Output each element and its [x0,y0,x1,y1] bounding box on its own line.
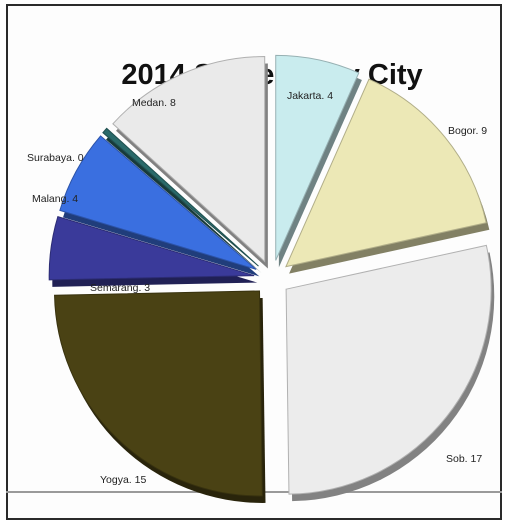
slice-label-bogor: Bogor. 9 [448,125,487,137]
pie-slice-jakarta [275,54,360,261]
slice-label-yogya: Yogya. 15 [100,474,146,486]
slice-label-malang: Malang. 4 [32,193,78,205]
pie-slice-sob [285,244,492,495]
pie-slice-surabaya [102,127,259,267]
pie-slice-semarang [48,215,255,281]
pie-slice-shadow-surabaya [106,135,262,274]
slice-label-medan: Medan. 8 [132,97,176,109]
slice-label-semarang: Semarang. 3 [90,282,150,294]
slice-label-surabaya: Surabaya. 0 [27,152,84,164]
pie-slice-medan [112,56,266,263]
slice-label-jakarta: Jakarta. 4 [287,90,333,102]
slice-label-sob: Sob. 17 [446,453,482,465]
pie-slices [48,54,495,503]
pie-slice-yogya [54,290,263,497]
pie-labels: Jakarta. 4 Bogor. 9 Sob. 17 Yogya. 15 Semara… [27,90,487,486]
pie-slice-bogor [285,78,487,268]
pie-slice-malang [59,135,257,270]
